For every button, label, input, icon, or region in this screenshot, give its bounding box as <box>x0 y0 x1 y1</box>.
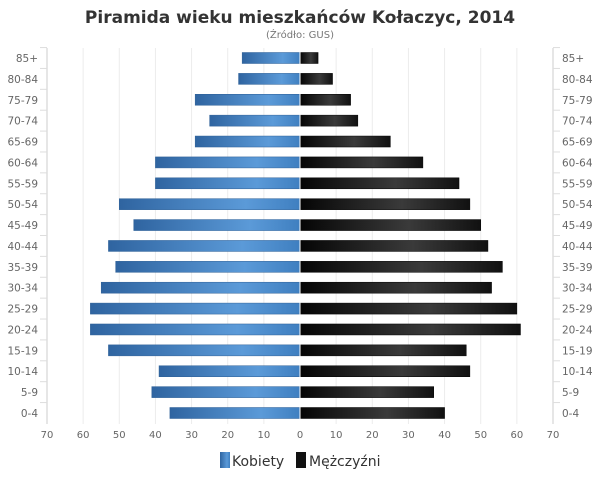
bar-kobiety <box>90 302 301 315</box>
x-tick-label: 50 <box>474 430 487 441</box>
y-tick-label-right: 70-74 <box>562 116 593 128</box>
x-tick-label: 40 <box>149 430 162 441</box>
bar-kobiety <box>194 135 301 148</box>
bar-mezczyzni <box>299 302 518 315</box>
legend-swatch-mezczyzni <box>296 452 306 468</box>
bar-mezczyzni <box>299 135 391 148</box>
x-tick-label: 10 <box>330 430 343 441</box>
bar-mezczyzni <box>299 198 471 210</box>
legend-swatch-kobiety <box>220 452 230 468</box>
bar-mezczyzni <box>299 240 489 252</box>
x-tick-label: 20 <box>366 430 379 441</box>
bar-kobiety <box>115 261 301 273</box>
x-tick-label: 30 <box>402 430 415 441</box>
chart-subtitle: (Źródło: GUS) <box>266 28 334 41</box>
y-tick-label-left: 50-54 <box>7 199 38 211</box>
x-tick-label: 0 <box>297 430 303 441</box>
bar-kobiety <box>90 323 301 336</box>
bar-mezczyzni <box>299 365 471 377</box>
bar-kobiety <box>209 114 301 127</box>
y-tick-label-right: 25-29 <box>562 304 593 316</box>
legend-label-mezczyzni[interactable]: Mężczyźni <box>309 454 380 470</box>
y-tick-label-left: 70-74 <box>7 116 38 128</box>
y-tick-label-left: 65-69 <box>7 137 38 149</box>
x-tick-label: 40 <box>438 430 451 441</box>
bar-kobiety <box>100 281 301 294</box>
x-tick-label: 60 <box>510 430 523 441</box>
y-tick-label-right: 35-39 <box>562 262 593 274</box>
y-tick-label-right: 30-34 <box>562 283 593 295</box>
bar-mezczyzni <box>299 386 434 398</box>
bar-kobiety <box>169 407 301 419</box>
bar-kobiety <box>119 198 301 210</box>
bar-kobiety <box>155 177 301 190</box>
bar-kobiety <box>133 219 301 231</box>
bar-mezczyzni <box>299 407 445 419</box>
x-tick-label: 20 <box>221 430 234 441</box>
y-tick-label-left: 20-24 <box>7 324 38 336</box>
y-tick-label-right: 40-44 <box>562 241 593 253</box>
bar-kobiety <box>155 156 301 169</box>
y-tick-label-left: 25-29 <box>7 304 38 316</box>
legend-label-kobiety[interactable]: Kobiety <box>232 454 284 470</box>
chart-title: Piramida wieku mieszkańców Kołaczyc, 201… <box>85 8 515 28</box>
y-tick-label-right: 20-24 <box>562 324 593 336</box>
y-tick-label-right: 80-84 <box>562 74 593 86</box>
y-tick-label-left: 80-84 <box>7 74 38 86</box>
y-tick-label-left: 55-59 <box>7 178 38 190</box>
y-tick-label-left: 60-64 <box>7 157 38 169</box>
bar-kobiety <box>158 365 301 377</box>
bar-kobiety <box>238 73 301 85</box>
y-tick-label-left: 10-14 <box>7 366 38 378</box>
x-tick-label: 30 <box>185 430 198 441</box>
y-tick-label-right: 15-19 <box>562 345 593 357</box>
x-tick-label: 10 <box>257 430 270 441</box>
y-tick-label-left: 40-44 <box>7 241 38 253</box>
y-tick-label-right: 60-64 <box>562 157 593 169</box>
y-tick-label-left: 75-79 <box>7 95 38 107</box>
y-tick-label-right: 10-14 <box>562 366 593 378</box>
y-tick-label-right: 5-9 <box>562 387 579 399</box>
y-tick-label-left: 45-49 <box>7 220 38 232</box>
bar-kobiety <box>108 240 301 252</box>
y-tick-label-right: 55-59 <box>562 178 593 190</box>
x-tick-label: 70 <box>547 430 560 441</box>
y-tick-label-left: 0-4 <box>21 408 38 420</box>
bar-mezczyzni <box>299 52 319 64</box>
y-tick-label-left: 30-34 <box>7 283 38 295</box>
bar-mezczyzni <box>299 219 481 231</box>
y-tick-label-left: 85+ <box>16 53 38 65</box>
bar-mezczyzni <box>299 156 424 169</box>
bar-mezczyzni <box>299 73 333 85</box>
x-tick-label: 50 <box>113 430 126 441</box>
bar-kobiety <box>151 386 301 398</box>
bar-mezczyzni <box>299 114 359 127</box>
legend: Kobiety Mężczyźni <box>220 452 380 470</box>
bar-mezczyzni <box>299 177 460 190</box>
bar-kobiety <box>108 344 301 357</box>
bar-mezczyzni <box>299 323 521 336</box>
y-tick-label-left: 5-9 <box>21 387 38 399</box>
bar-mezczyzni <box>299 281 492 294</box>
y-tick-label-right: 45-49 <box>562 220 593 232</box>
y-tick-label-right: 65-69 <box>562 137 593 149</box>
y-tick-label-right: 0-4 <box>562 408 579 420</box>
y-tick-label-left: 15-19 <box>7 345 38 357</box>
y-tick-label-left: 35-39 <box>7 262 38 274</box>
bar-mezczyzni <box>299 94 351 106</box>
y-tick-label-right: 50-54 <box>562 199 593 211</box>
bar-mezczyzni <box>299 261 503 273</box>
x-tick-label: 60 <box>77 430 90 441</box>
x-tick-label: 70 <box>41 430 54 441</box>
bar-mezczyzni <box>299 344 467 357</box>
bar-kobiety <box>241 52 301 64</box>
y-tick-label-right: 75-79 <box>562 95 593 107</box>
bar-kobiety <box>194 94 301 106</box>
y-tick-label-right: 85+ <box>562 53 584 65</box>
